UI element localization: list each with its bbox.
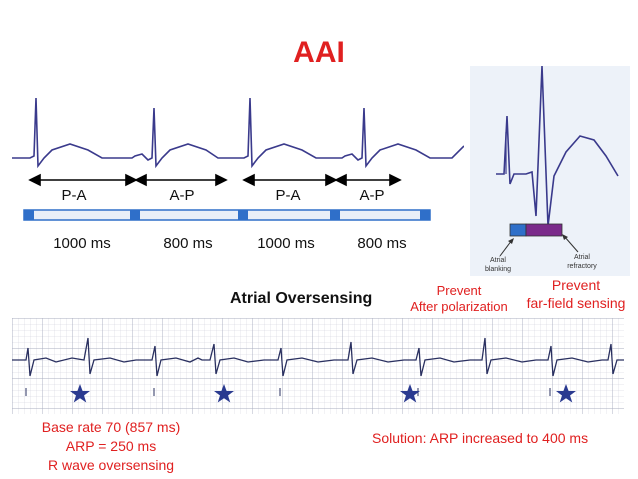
- oversensing-ecg-strip: [12, 318, 624, 414]
- page-title: AAI: [293, 36, 345, 69]
- interval-label-4: A-P: [359, 187, 384, 204]
- star-marker: [70, 384, 90, 403]
- ecg-trace-top: [12, 97, 464, 169]
- prevent-left-line2: After polarization: [410, 299, 508, 314]
- atrial-oversensing-label: Atrial Oversensing: [230, 290, 373, 307]
- r-wave-line: R wave oversensing: [47, 457, 175, 473]
- star-marker: [214, 384, 234, 403]
- interval-label-1: P-A: [61, 187, 86, 204]
- aai-timing-diagram: P-A A-P P-A A-P 1000 ms 800 ms 1000 ms 8…: [12, 97, 464, 252]
- blanking-label: Atrial blanking: [485, 257, 511, 273]
- star-marker: [400, 384, 420, 403]
- base-rate-line: Base rate 70 (857 ms): [41, 419, 181, 435]
- ecg-trace-strip: [12, 337, 624, 377]
- ecg-grid: [12, 318, 624, 414]
- duration-label-1: 1000 ms: [53, 235, 111, 252]
- prevent-right-line2: far-field sensing: [526, 295, 626, 311]
- solution-note: Solution: ARP increased to 400 ms: [372, 430, 589, 446]
- blanking-refractory-inset: Atrial blanking Atrial refractory: [470, 66, 630, 276]
- base-rate-note: Base rate 70 (857 ms) ARP = 250 ms R wav…: [26, 418, 196, 475]
- interval-label-3: P-A: [275, 187, 300, 204]
- prevent-left-line1: Prevent: [436, 283, 482, 298]
- duration-label-2: 800 ms: [163, 235, 212, 252]
- duration-label-3: 1000 ms: [257, 235, 315, 252]
- refractory-bar: [525, 223, 563, 237]
- prevent-afterpolarization-note: Prevent After polarization: [400, 283, 518, 315]
- prevent-right-line1: Prevent: [551, 277, 601, 293]
- star-marker: [556, 384, 576, 403]
- refractory-label: Atrial refractory: [567, 254, 597, 270]
- interval-label-2: A-P: [169, 187, 194, 204]
- prevent-farfield-note: Prevent far-field sensing: [520, 276, 632, 312]
- blanking-bar: [509, 223, 527, 237]
- arp-line: ARP = 250 ms: [65, 438, 157, 454]
- timing-bar: [23, 209, 431, 221]
- duration-label-4: 800 ms: [357, 235, 406, 252]
- ecg-trace-inset: [496, 66, 619, 227]
